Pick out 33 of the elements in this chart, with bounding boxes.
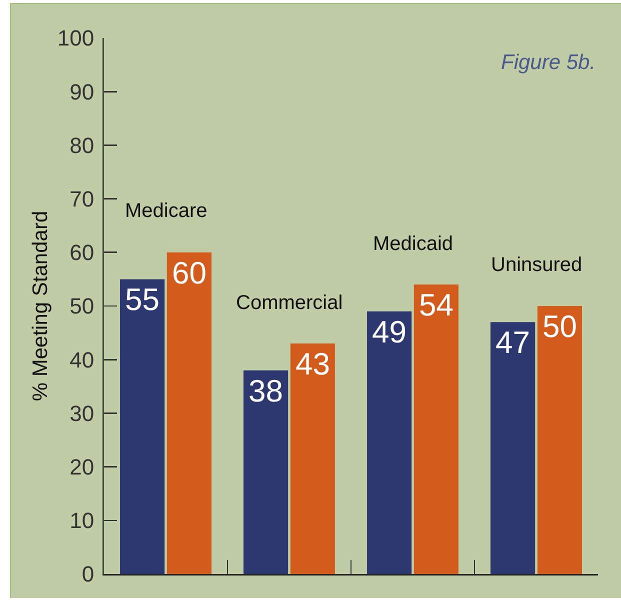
bar (290, 344, 336, 574)
y-axis-title: % Meeting Standard (28, 210, 52, 402)
bar (166, 252, 212, 574)
data-label: 55 (125, 282, 160, 318)
x-tick-label: Uninsured (491, 254, 582, 276)
bar (366, 311, 412, 574)
bar (537, 306, 582, 574)
y-tick-label: 0 (82, 562, 94, 587)
data-label: 49 (372, 314, 407, 350)
bar (120, 279, 165, 574)
bar (414, 284, 459, 574)
x-tick-label: Medicare (125, 200, 208, 222)
y-tick-label: 20 (70, 454, 94, 480)
data-label: 54 (418, 288, 454, 323)
data-label: 47 (496, 325, 530, 360)
annotation: Figure 5b. (501, 51, 596, 74)
y-tick-label: 80 (70, 132, 94, 158)
y-tick-label: 10 (70, 508, 94, 534)
y-tick-label: 30 (70, 400, 94, 426)
x-tick-label: Medicaid (373, 233, 454, 255)
y-tick-label: 90 (70, 79, 94, 104)
x-tick-label: Commercial (236, 292, 343, 314)
bar (490, 322, 536, 574)
y-tick-label: 50 (70, 294, 94, 319)
y-tick-label: 60 (70, 240, 94, 266)
data-label: 50 (542, 309, 577, 344)
data-label: 60 (172, 255, 206, 290)
y-tick-label: 40 (70, 347, 94, 372)
y-tick-label: 100 (57, 26, 94, 51)
bar (243, 370, 288, 574)
y-tick-label: 70 (70, 186, 94, 212)
data-label: 38 (248, 373, 284, 408)
data-label: 43 (295, 346, 330, 382)
